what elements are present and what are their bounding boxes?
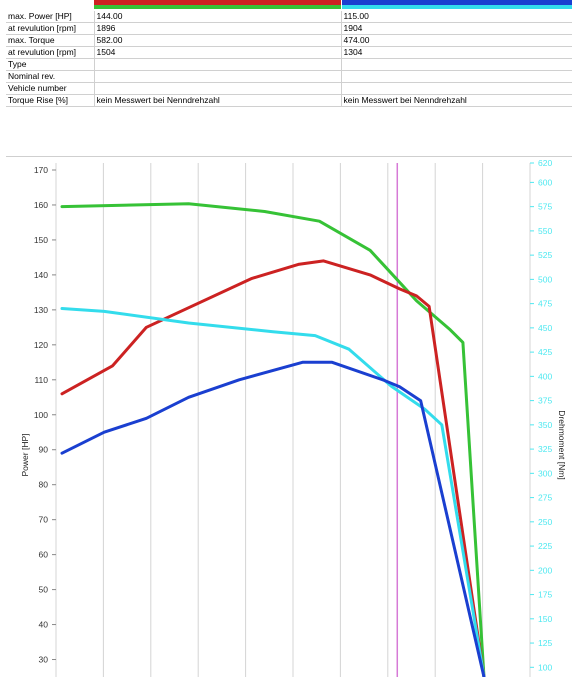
y-tick-label: 100 <box>34 410 48 420</box>
y2-tick-label: 425 <box>538 347 552 357</box>
y2-tick-label: 475 <box>538 299 552 309</box>
table-row: at revulution [rpm] 1896 1904 <box>6 22 572 35</box>
y2-tick-label: 350 <box>538 420 552 430</box>
table-row: Nominal rev. <box>6 70 572 83</box>
y-tick-label: 150 <box>34 235 48 245</box>
y-tick-label: 90 <box>39 445 49 455</box>
y-tick-label: 140 <box>34 270 48 280</box>
table-row: max. Torque 582.00 474.00 <box>6 34 572 47</box>
y2-tick-label: 275 <box>538 493 552 503</box>
series-line-2 <box>60 259 486 677</box>
y-tick-label: 70 <box>39 515 49 525</box>
y2-tick-label: 225 <box>538 541 552 551</box>
y2-tick-label: 200 <box>538 565 552 575</box>
series-line-1 <box>60 202 486 677</box>
table-row: Vehicle number <box>6 82 572 95</box>
y2-tick-label: 375 <box>538 396 552 406</box>
y2-tick-label: 525 <box>538 250 552 260</box>
y2-tick-label: 325 <box>538 444 552 454</box>
y-tick-label: 110 <box>34 375 48 385</box>
table-row: at revulution [rpm] 1504 1304 <box>6 46 572 59</box>
table-divider <box>6 156 572 157</box>
y2-tick-label: 620 <box>538 158 552 168</box>
y-tick-label: 120 <box>34 340 48 350</box>
y2-tick-label: 300 <box>538 468 552 478</box>
y-tick-label: 80 <box>39 480 49 490</box>
table-row: Type <box>6 58 572 71</box>
specs-table: max. Power [HP] 144.00 115.00 at revulution… <box>6 11 572 107</box>
y-tick-label: 170 <box>34 165 48 175</box>
y-tick-label: 130 <box>34 305 48 315</box>
y2-tick-label: 125 <box>538 638 552 648</box>
series-1-bar-bottom <box>94 5 341 9</box>
y2-tick-label: 400 <box>538 371 552 381</box>
y2-tick-label: 550 <box>538 226 552 236</box>
y-tick-label: 50 <box>39 585 49 595</box>
series-1-bar-top <box>94 0 341 5</box>
y2-tick-label: 175 <box>538 590 552 600</box>
y2-tick-label: 450 <box>538 323 552 333</box>
y-tick-label: 40 <box>39 620 49 630</box>
y2-axis-title: Drehmoment [Nm] <box>557 410 567 479</box>
series-1-color-bar <box>94 0 341 11</box>
y-tick-label: 60 <box>39 550 49 560</box>
series-line-3 <box>60 307 486 677</box>
series-2-bar-top <box>342 0 572 5</box>
y2-tick-label: 575 <box>538 202 552 212</box>
y-tick-label: 30 <box>39 655 49 665</box>
y2-tick-label: 600 <box>538 177 552 187</box>
series-2-bar-bottom <box>342 5 572 9</box>
table-row: Torque Rise [%] kein Messwert bei Nenndre… <box>6 94 572 107</box>
header-color-bars <box>94 0 572 11</box>
y2-tick-label: 150 <box>538 614 552 624</box>
y2-tick-label: 500 <box>538 274 552 284</box>
y2-tick-label: 100 <box>538 662 552 672</box>
series-2-color-bar <box>342 0 572 11</box>
y-tick-label: 160 <box>34 200 48 210</box>
y-axis-title: Power [HP] <box>20 434 30 477</box>
table-row: max. Power [HP] 144.00 115.00 <box>6 11 572 23</box>
y2-tick-label: 250 <box>538 517 552 527</box>
series-line-4 <box>60 360 486 677</box>
